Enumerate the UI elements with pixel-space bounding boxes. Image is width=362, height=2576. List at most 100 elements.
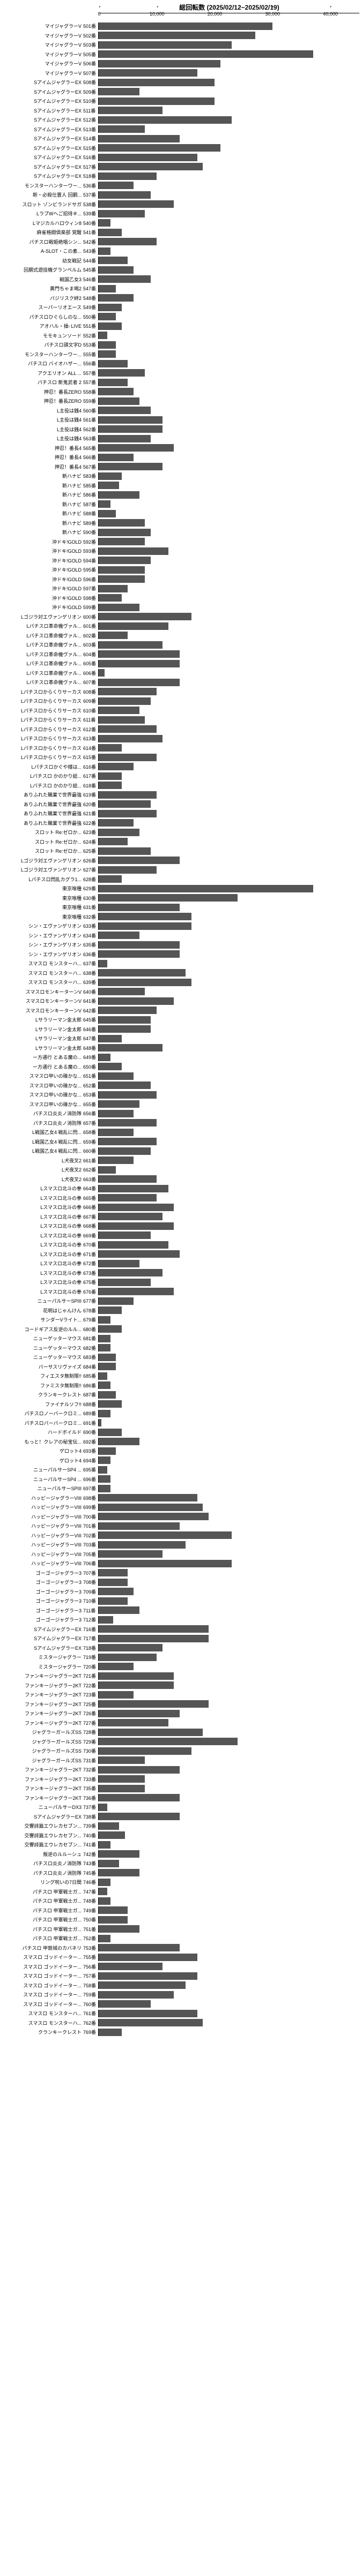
bar-track bbox=[98, 294, 359, 302]
row-number: 717番 bbox=[83, 1635, 98, 1642]
bar-row: 押忍！番長4567番 bbox=[3, 462, 359, 472]
bar-track bbox=[98, 688, 359, 695]
bar-row: 新ハナビ586番 bbox=[3, 490, 359, 500]
row-label: SアイムジャグラーEX bbox=[3, 135, 83, 142]
bar-track bbox=[98, 2000, 359, 2008]
row-number: 621番 bbox=[83, 810, 98, 817]
row-number: 588番 bbox=[83, 510, 98, 517]
bar-row: ゲロット4694番 bbox=[3, 1456, 359, 1466]
bar-track bbox=[98, 1550, 359, 1558]
row-label: パチスロ戦姫絶唱シン... bbox=[3, 238, 83, 245]
bar bbox=[99, 819, 134, 827]
row-number: 542番 bbox=[83, 238, 98, 245]
row-label: スマスロ モンスターハ... bbox=[3, 2019, 83, 2026]
bar-row: Lパチスロからくりサーカス610番 bbox=[3, 706, 359, 716]
bar-row: ニューパルサーSP4 ...696番 bbox=[3, 1475, 359, 1484]
bar bbox=[99, 1588, 134, 1595]
bar-row: Lパチスロからくりサーカス609番 bbox=[3, 696, 359, 706]
bar bbox=[99, 1644, 162, 1651]
row-label: L主役は銭4 bbox=[3, 426, 83, 433]
bar-track bbox=[98, 557, 359, 564]
row-label: ファンキージャグラー2KT bbox=[3, 1766, 83, 1773]
bar bbox=[99, 1579, 128, 1586]
row-label: クランキークレスト bbox=[3, 2029, 83, 2036]
bar-row: ニューパルサーDX3737番 bbox=[3, 1803, 359, 1812]
bar-track bbox=[98, 1504, 359, 1511]
row-number: 642番 bbox=[83, 1007, 98, 1014]
bar-track bbox=[98, 1794, 359, 1801]
bar-track bbox=[98, 1738, 359, 1745]
bar bbox=[99, 847, 151, 855]
bar bbox=[99, 941, 180, 949]
row-label: Lパチスロからくりサーカス bbox=[3, 688, 83, 695]
bar bbox=[99, 622, 168, 630]
bar bbox=[99, 454, 134, 461]
row-label: パチスロ バイオハザー... bbox=[3, 360, 83, 367]
row-label: スマスロ ゴッドイーター... bbox=[3, 2001, 83, 2008]
row-label: ハッピージャグラーVIII bbox=[3, 1532, 83, 1539]
bar bbox=[99, 547, 168, 555]
bar bbox=[99, 491, 139, 499]
bar-track bbox=[98, 135, 359, 142]
bar bbox=[99, 88, 139, 95]
bar bbox=[99, 1297, 134, 1305]
bar bbox=[99, 997, 174, 1005]
row-label: ファンキージャグラー2KT bbox=[3, 1719, 83, 1726]
bar-row: 沖ドキ!GOLD598番 bbox=[3, 594, 359, 603]
bar-track bbox=[98, 725, 359, 733]
bar-row: 叛逆のルルーシュ742番 bbox=[3, 1850, 359, 1859]
row-label: パチスロバーバークロミ... bbox=[3, 1420, 83, 1426]
bar-track bbox=[98, 1063, 359, 1070]
bar-track bbox=[98, 604, 359, 611]
bar-track bbox=[98, 200, 359, 208]
bar-track bbox=[98, 960, 359, 967]
bar-track bbox=[98, 1897, 359, 1905]
bar-track bbox=[98, 1681, 359, 1689]
bar bbox=[99, 1335, 110, 1342]
bar bbox=[99, 1466, 107, 1474]
row-number: 701番 bbox=[83, 1522, 98, 1529]
bar bbox=[99, 238, 157, 245]
bar bbox=[99, 1954, 197, 1961]
bar-track bbox=[98, 1025, 359, 1033]
row-label: シン・エヴァンゲリオン bbox=[3, 932, 83, 939]
row-number: 613番 bbox=[83, 735, 98, 742]
bar bbox=[99, 154, 197, 161]
bar-row: Lスマスロ北斗の拳671番 bbox=[3, 1250, 359, 1259]
bar-row: パチスロノーバークロミ...689番 bbox=[3, 1409, 359, 1418]
bar-row: SアイムジャグラーEX716番 bbox=[3, 1625, 359, 1634]
bar-row: ニューパルサーSPIII697番 bbox=[3, 1484, 359, 1493]
row-label: SアイムジャグラーEX bbox=[3, 1635, 83, 1642]
row-number: 563番 bbox=[83, 435, 98, 442]
row-number: 661番 bbox=[83, 1157, 98, 1164]
bar-row: クランキークレスト769番 bbox=[3, 2027, 359, 2037]
bar-track bbox=[98, 1204, 359, 1211]
row-label: バジリスク絆2 bbox=[3, 295, 83, 302]
row-number: 628番 bbox=[83, 876, 98, 883]
row-label: 沖ドキ!GOLD bbox=[3, 547, 83, 554]
bar-row: シン・エヴァンゲリオン636番 bbox=[3, 950, 359, 959]
row-label: シン・エヴァンゲリオン bbox=[3, 922, 83, 929]
bar-track bbox=[98, 1007, 359, 1014]
bar bbox=[99, 350, 116, 358]
bar-track bbox=[98, 519, 359, 527]
row-label: 沖ドキ!GOLD bbox=[3, 538, 83, 545]
row-number: 683番 bbox=[83, 1354, 98, 1361]
bar-row: ジャグラーガールズSS729番 bbox=[3, 1737, 359, 1747]
row-number: 742番 bbox=[83, 1851, 98, 1858]
bar-row: Lスマスロ北斗の拳676番 bbox=[3, 1287, 359, 1297]
bar-track bbox=[98, 979, 359, 986]
x-tick: 0 bbox=[98, 11, 100, 17]
row-number: 730番 bbox=[83, 1747, 98, 1754]
row-label: Lスマスロ北斗の拳 bbox=[3, 1279, 83, 1286]
bar-row: 新ハナビ583番 bbox=[3, 471, 359, 481]
bar bbox=[99, 735, 162, 742]
row-number: 566番 bbox=[83, 454, 98, 461]
bar-row: Lパチスロ かのかり総...618番 bbox=[3, 781, 359, 791]
row-label: マイジャグラーV bbox=[3, 41, 83, 48]
row-label: 麻雀格闘倶楽部 覚醒 bbox=[3, 229, 83, 236]
bar bbox=[99, 1906, 128, 1914]
row-label: スマスロ モンスターハ... bbox=[3, 979, 83, 986]
bar bbox=[99, 669, 105, 677]
bar bbox=[99, 1681, 174, 1689]
